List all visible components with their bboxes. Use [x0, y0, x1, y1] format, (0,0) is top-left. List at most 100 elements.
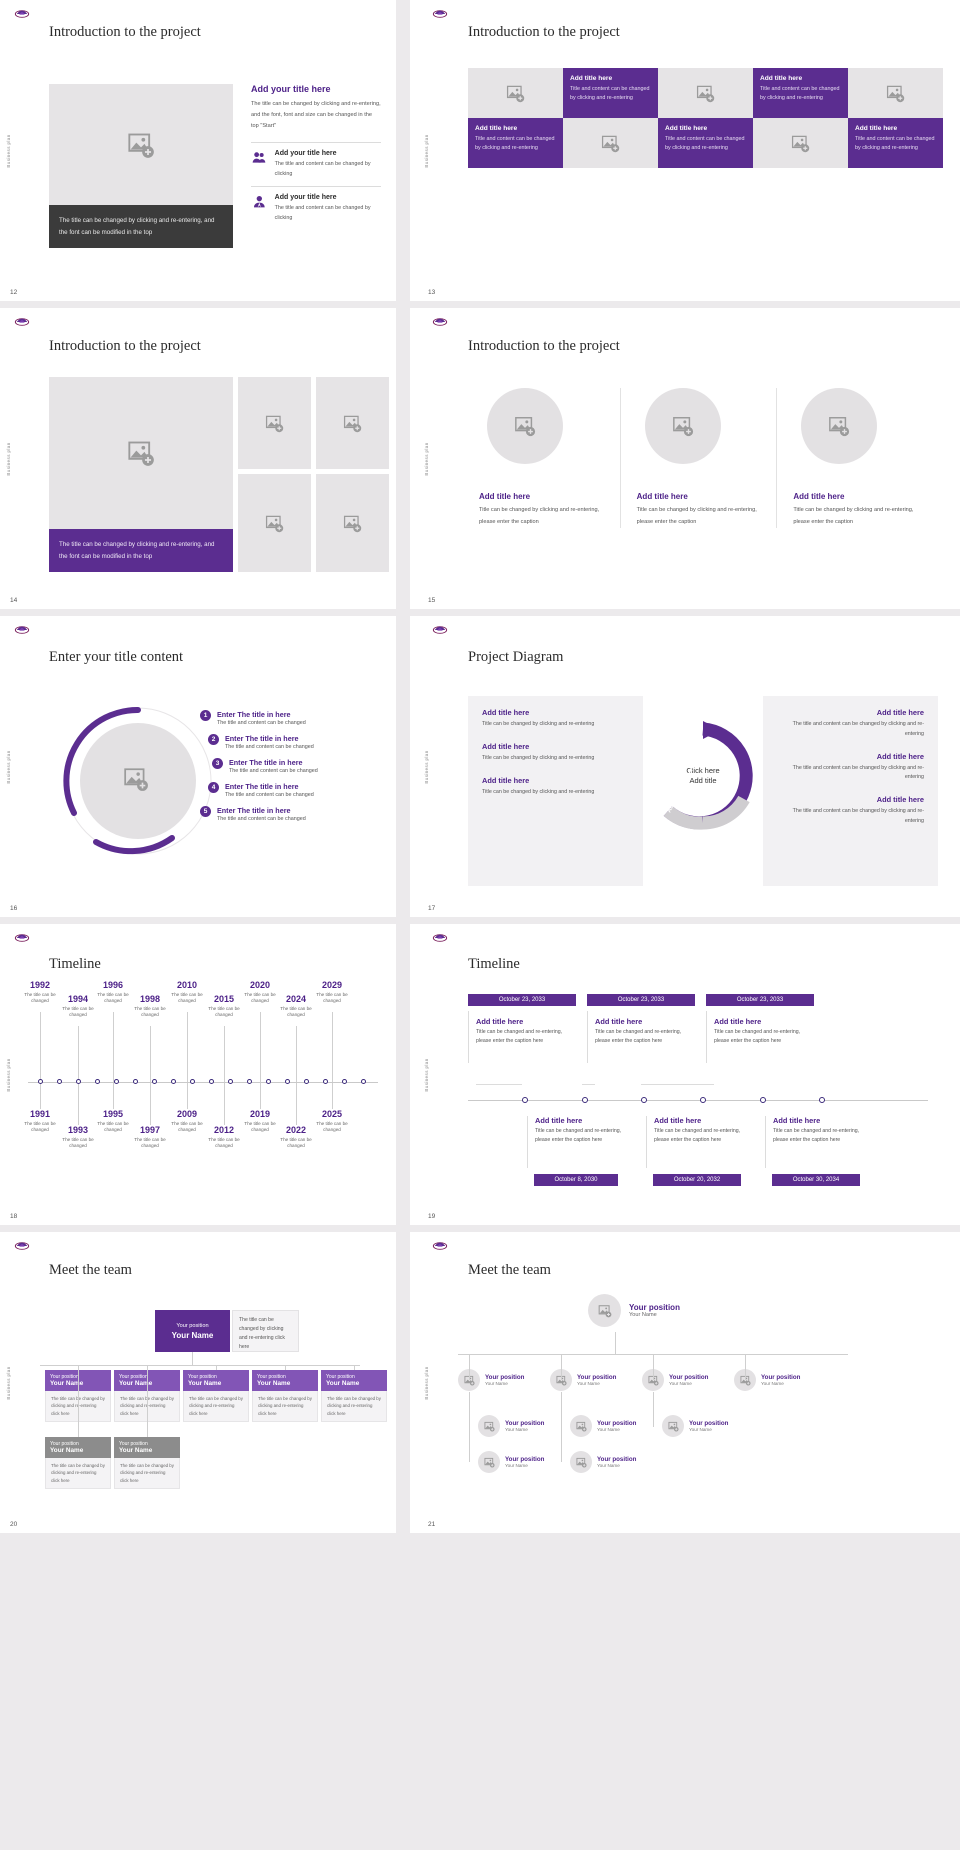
slide-thumbnail-14[interactable]: Business plan Introduction to the projec… [0, 308, 403, 616]
timeline-dot[interactable] [114, 1079, 119, 1084]
timeline-dot[interactable] [57, 1079, 62, 1084]
timeline-dot[interactable] [209, 1079, 214, 1084]
timeline-card-top[interactable]: October 23, 2033 Add title here Title ca… [468, 994, 576, 1063]
timeline-dot[interactable] [266, 1079, 271, 1084]
timeline-card-top[interactable]: October 23, 2033 Add title here Title ca… [587, 994, 695, 1063]
tile-text[interactable]: Add title here Title and content can be … [468, 118, 563, 168]
tile-text[interactable]: Add title here Title and content can be … [658, 118, 753, 168]
org-node[interactable]: Your position Your Name [570, 1451, 636, 1473]
timeline-dot[interactable] [304, 1079, 309, 1084]
image-placeholder-main[interactable] [49, 377, 233, 529]
slide-thumbnail-17[interactable]: Business plan Project Diagram Add title … [410, 616, 960, 924]
image-placeholder[interactable] [316, 474, 389, 572]
image-placeholder[interactable] [238, 377, 311, 469]
org-top-node[interactable]: Your position Your Name [155, 1310, 230, 1352]
timeline-dot[interactable] [700, 1097, 706, 1103]
timeline-dot[interactable] [247, 1079, 252, 1084]
slide-thumbnail-12[interactable]: Business plan Introduction to the projec… [0, 0, 403, 308]
org-top-node[interactable]: Your position Your Name [588, 1294, 680, 1327]
avatar[interactable] [734, 1369, 756, 1391]
timeline-dot[interactable] [819, 1097, 825, 1103]
timeline-dot[interactable] [342, 1079, 347, 1084]
circle-image-placeholder[interactable] [487, 388, 563, 464]
tile-image[interactable] [753, 118, 848, 168]
timeline-card-top[interactable]: October 23, 2033 Add title here Title ca… [706, 994, 814, 1063]
tile-image[interactable] [848, 68, 943, 118]
vertical-tab-label: Business plan [424, 133, 429, 168]
timeline-dot[interactable] [76, 1079, 81, 1084]
org-node[interactable]: Your position Your Name [642, 1369, 708, 1391]
timeline-card-bottom[interactable]: Add title here Title can be changed and … [646, 1116, 754, 1186]
avatar[interactable] [588, 1294, 621, 1327]
org-node[interactable]: Your position Your Name [550, 1369, 616, 1391]
feature-item[interactable]: Add your title here The title and conten… [251, 150, 381, 180]
list-item[interactable]: 4 Enter The title in here The title and … [208, 782, 390, 798]
feature-column[interactable]: Add title here Title can be changed by c… [776, 388, 933, 529]
add-image-icon [598, 1304, 611, 1317]
slide-thumbnail-18[interactable]: Business plan Timeline 1992 The title can… [0, 924, 403, 1232]
slide-thumbnail-16[interactable]: Business plan Enter your title content 1… [0, 616, 403, 924]
org-node[interactable]: Your position Your Name [734, 1369, 800, 1391]
timeline-dot[interactable] [228, 1079, 233, 1084]
tile-image[interactable] [468, 68, 563, 118]
circle-image-placeholder[interactable] [801, 388, 878, 464]
timeline-dot[interactable] [95, 1079, 100, 1084]
avatar[interactable] [662, 1415, 684, 1437]
list-item[interactable]: 1 Enter The title in here The title and … [200, 710, 390, 726]
timeline-dot[interactable] [190, 1079, 195, 1084]
timeline-dot[interactable] [522, 1097, 528, 1103]
org-node[interactable]: Your position Your Name [478, 1451, 544, 1473]
avatar[interactable] [478, 1415, 500, 1437]
timeline-dot[interactable] [361, 1079, 366, 1084]
tile-text[interactable]: Add title here Title and content can be … [753, 68, 848, 118]
image-placeholder[interactable] [316, 377, 389, 469]
image-placeholder[interactable] [49, 84, 233, 206]
slide-thumbnail-20[interactable]: Business plan Meet the team Your positio… [0, 1232, 403, 1540]
timeline-dot[interactable] [760, 1097, 766, 1103]
tile-text[interactable]: Add title here Title and content can be … [848, 118, 943, 168]
org-node[interactable]: Your position Your Name [570, 1415, 636, 1437]
feature-item[interactable]: Add your title here The title and conten… [251, 194, 381, 224]
timeline-card-bottom[interactable]: Add title here Title can be changed and … [765, 1116, 873, 1186]
avatar[interactable] [642, 1369, 664, 1391]
timeline-dot[interactable] [152, 1079, 157, 1084]
tile-image[interactable] [563, 118, 658, 168]
slide-thumbnail-19[interactable]: Business plan Timeline October 23, 2033 … [410, 924, 960, 1232]
feature-column[interactable]: Add title here Title can be changed by c… [619, 388, 777, 529]
circle-image-placeholder[interactable] [644, 388, 721, 464]
slide-thumbnail-13[interactable]: Business plan Introduction to the projec… [410, 0, 960, 308]
avatar[interactable] [458, 1369, 480, 1391]
tile-image[interactable] [658, 68, 753, 118]
list-item[interactable]: 2 Enter The title in here The title and … [208, 734, 390, 750]
avatar[interactable] [550, 1369, 572, 1391]
org-node[interactable]: Your position Your Name [662, 1415, 728, 1437]
slide-thumbnail-21[interactable]: Business plan Meet the team Your positio… [410, 1232, 960, 1540]
feature-column[interactable]: Add title here Title can be changed by c… [463, 388, 620, 528]
list-item[interactable]: 3 Enter The title in here The title and … [212, 758, 390, 774]
list-item[interactable]: 5 Enter The title in here The title and … [200, 806, 390, 822]
org-node[interactable]: Your position Your Name [458, 1369, 524, 1391]
org-node[interactable]: Your position Your Name [478, 1415, 544, 1437]
timeline-dot[interactable] [641, 1097, 647, 1103]
avatar[interactable] [570, 1415, 592, 1437]
avatar[interactable] [478, 1451, 500, 1473]
timeline-dot[interactable] [133, 1079, 138, 1084]
org-note[interactable]: The title can be changed by clicking and… [232, 1310, 299, 1352]
avatar[interactable] [570, 1451, 592, 1473]
timeline-dot[interactable] [323, 1079, 328, 1084]
center-image-placeholder[interactable] [123, 766, 149, 797]
slide-thumbnail-15[interactable]: Business plan Introduction to the projec… [410, 308, 960, 616]
tile-text[interactable]: Add title here Title and content can be … [563, 68, 658, 118]
numbered-list: 1 Enter The title in here The title and … [200, 710, 390, 822]
timeline-dot[interactable] [285, 1079, 290, 1084]
image-placeholder[interactable] [238, 474, 311, 572]
timeline-dot[interactable] [38, 1079, 43, 1084]
timeline-card-bottom[interactable]: Add title here Title can be changed and … [527, 1116, 635, 1186]
timeline-dot[interactable] [582, 1097, 588, 1103]
timeline-dot[interactable] [171, 1079, 176, 1084]
